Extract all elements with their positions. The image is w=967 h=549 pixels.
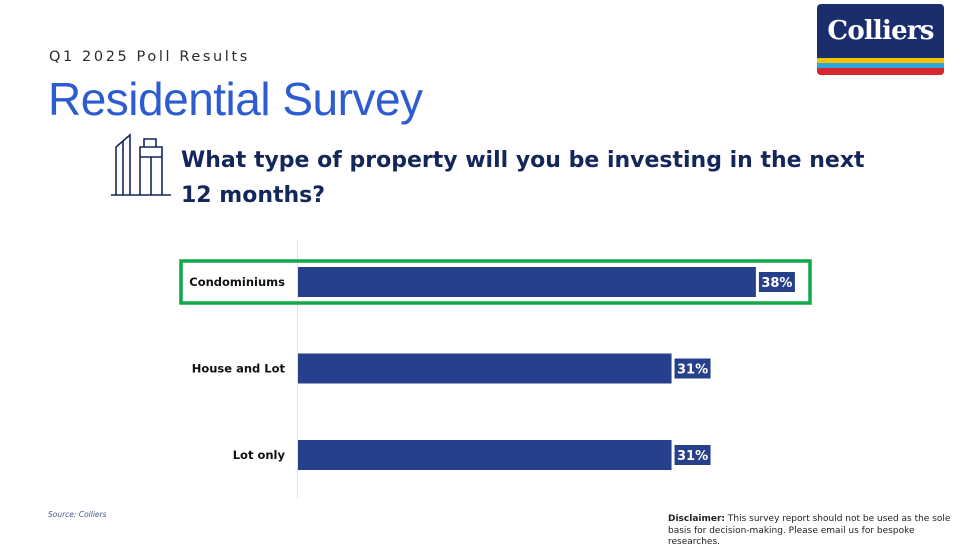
bar [298, 353, 672, 384]
bar [298, 267, 756, 297]
disclaimer: Disclaimer: This survey report should no… [668, 514, 963, 549]
page-title: Residential Survey [48, 73, 423, 125]
logo-stripe-yellow [817, 58, 944, 63]
value-label-bg [674, 358, 711, 379]
colliers-logo: Colliers [817, 4, 944, 75]
logo-stripe-red [817, 68, 944, 75]
value-label: 31% [677, 449, 708, 464]
value-label: 38% [761, 276, 792, 291]
survey-question: What type of property will you be invest… [181, 148, 865, 208]
disclaimer-text: This survey report should not be used as… [668, 514, 951, 547]
value-label-bg [758, 272, 795, 292]
buildings-icon [111, 133, 171, 196]
category-label: House and Lot [192, 362, 286, 376]
value-label: 31% [677, 363, 708, 378]
value-label-bg [674, 445, 711, 465]
highlight-box [179, 259, 812, 305]
category-label: Lot only [233, 448, 286, 462]
poll-subtitle: Q1 2025 Poll Results [49, 49, 250, 65]
category-label: Condominiums [189, 275, 285, 289]
bar [298, 440, 672, 470]
disclaimer-label: Disclaimer: [668, 514, 726, 524]
logo-stripe-blue [817, 63, 944, 68]
source-note: Source: Colliers [48, 510, 107, 519]
logo-text: Colliers [827, 16, 934, 46]
